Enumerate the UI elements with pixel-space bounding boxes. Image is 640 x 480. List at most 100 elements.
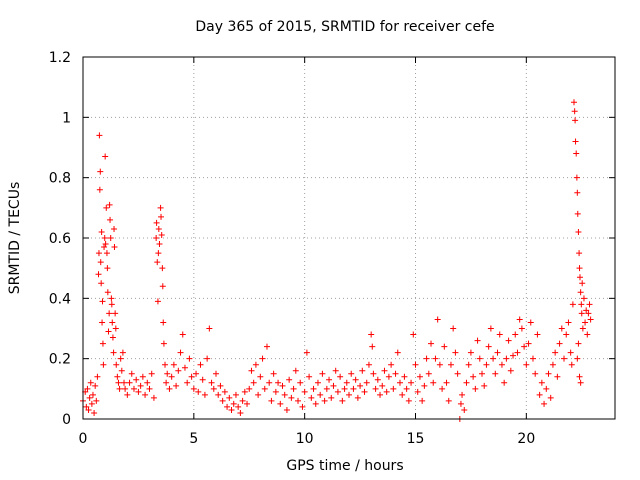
data-point xyxy=(441,343,448,350)
data-point xyxy=(352,376,359,383)
data-point xyxy=(277,400,284,407)
x-tick-label: 20 xyxy=(517,431,535,447)
data-point xyxy=(385,373,392,380)
data-point xyxy=(156,241,163,248)
data-point xyxy=(341,385,348,392)
data-point xyxy=(558,325,565,332)
data-point xyxy=(432,355,439,362)
data-point xyxy=(155,225,162,232)
data-point xyxy=(184,379,191,386)
data-point xyxy=(498,361,505,368)
data-point xyxy=(266,379,273,386)
data-point xyxy=(408,379,415,386)
data-point xyxy=(541,400,548,407)
data-point xyxy=(133,376,140,383)
data-point xyxy=(578,310,585,317)
data-point xyxy=(99,319,106,326)
data-point xyxy=(137,382,144,389)
data-point xyxy=(503,355,510,362)
data-point xyxy=(252,361,259,368)
data-point xyxy=(339,397,346,404)
data-point xyxy=(92,382,99,389)
x-axis-label: GPS time / hours xyxy=(286,458,403,474)
data-point xyxy=(585,310,592,317)
data-point xyxy=(255,391,262,398)
data-point xyxy=(109,319,116,326)
data-point xyxy=(561,355,568,362)
data-point xyxy=(571,108,578,115)
data-point xyxy=(580,295,587,302)
data-point xyxy=(379,382,386,389)
data-point xyxy=(434,316,441,323)
data-point xyxy=(582,319,589,326)
data-point xyxy=(577,289,584,296)
data-point xyxy=(306,373,313,380)
y-tick-label: 0.8 xyxy=(49,171,71,187)
data-point xyxy=(461,406,468,413)
data-point xyxy=(142,391,149,398)
data-point xyxy=(221,388,228,395)
data-point xyxy=(261,385,268,392)
data-point xyxy=(215,391,222,398)
data-point xyxy=(204,355,211,362)
data-point xyxy=(110,349,117,356)
data-point xyxy=(501,379,508,386)
data-point xyxy=(297,379,304,386)
data-point xyxy=(518,325,525,332)
x-tick-label: 10 xyxy=(296,431,314,447)
data-point xyxy=(257,373,264,380)
data-point xyxy=(575,228,582,235)
data-point xyxy=(95,271,102,278)
data-point xyxy=(88,400,95,407)
data-point xyxy=(538,379,545,386)
data-point xyxy=(576,265,583,272)
y-tick-label: 1 xyxy=(62,110,71,126)
x-tick-label: 0 xyxy=(79,431,88,447)
data-point xyxy=(547,394,554,401)
data-point xyxy=(105,328,112,335)
data-point xyxy=(98,280,105,287)
data-point xyxy=(210,385,217,392)
data-point xyxy=(101,244,108,251)
data-point xyxy=(108,301,115,308)
data-point xyxy=(201,391,208,398)
data-point xyxy=(470,373,477,380)
data-point xyxy=(321,397,328,404)
data-point xyxy=(573,150,580,157)
y-tick-label: 0.6 xyxy=(49,231,71,247)
data-point xyxy=(570,99,577,106)
data-point xyxy=(93,397,100,404)
data-point xyxy=(577,379,584,386)
data-point xyxy=(124,391,131,398)
data-point xyxy=(107,235,114,241)
data-point xyxy=(490,355,497,362)
data-point xyxy=(153,235,160,241)
data-point xyxy=(586,301,593,308)
data-point xyxy=(419,397,426,404)
data-point xyxy=(492,370,499,377)
data-point xyxy=(206,325,213,332)
data-point xyxy=(112,325,119,332)
data-point xyxy=(102,241,109,248)
data-point xyxy=(283,406,290,413)
data-point xyxy=(89,391,96,398)
data-point xyxy=(288,394,295,401)
data-point xyxy=(372,385,379,392)
data-point xyxy=(170,361,177,368)
data-point xyxy=(412,361,419,368)
data-point xyxy=(483,361,490,368)
data-point xyxy=(100,361,107,368)
data-points xyxy=(80,99,594,422)
data-point xyxy=(155,250,162,257)
data-point xyxy=(476,355,483,362)
data-point xyxy=(175,367,182,374)
data-point xyxy=(102,153,109,160)
data-point xyxy=(363,379,370,386)
data-point xyxy=(575,340,582,347)
data-point xyxy=(479,370,485,377)
data-point xyxy=(447,361,454,368)
data-point xyxy=(292,367,299,374)
data-point xyxy=(116,385,123,392)
data-point xyxy=(465,361,472,368)
y-tick-label: 0.2 xyxy=(49,352,71,368)
